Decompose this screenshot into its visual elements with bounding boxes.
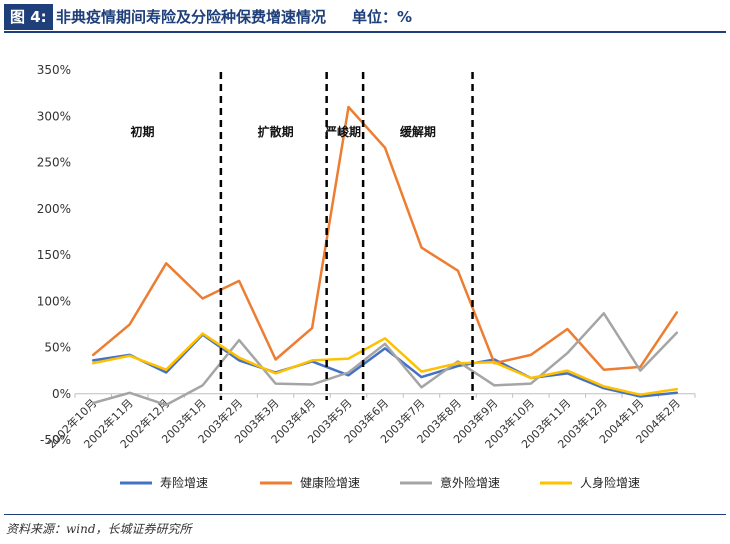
phase-label: 缓解期	[400, 124, 436, 139]
figure-header: 图 4: 非典疫情期间寿险及分险种保费增速情况 单位：%	[4, 4, 726, 30]
source-note: 资料来源：wind，长城证券研究所	[6, 522, 192, 536]
legend-label: 意外险增速	[440, 475, 500, 490]
phase-label: 扩散期	[258, 124, 294, 139]
y-tick-label: 150%	[37, 248, 71, 262]
series-line	[91, 312, 679, 407]
legend-label: 寿险增速	[160, 475, 208, 490]
y-tick-label: 50%	[44, 341, 71, 355]
phase-label: 初期	[130, 124, 154, 139]
y-tick-label: 300%	[37, 109, 71, 123]
figure-title: 非典疫情期间寿险及分险种保费增速情况 单位：%	[56, 4, 412, 30]
figure-label: 图 4:	[4, 4, 53, 30]
header-rule	[4, 31, 726, 33]
y-tick-label: 350%	[37, 63, 71, 77]
series-line	[91, 105, 679, 371]
figure-unit: 单位：%	[352, 8, 413, 26]
y-tick-label: 100%	[37, 294, 71, 308]
figure-title-text: 非典疫情期间寿险及分险种保费增速情况	[56, 8, 327, 26]
y-tick-label: 250%	[37, 156, 71, 170]
footer-rule	[4, 514, 726, 515]
y-tick-label: 0%	[52, 387, 71, 401]
series-line	[91, 332, 679, 396]
legend-label: 健康险增速	[300, 475, 360, 490]
y-tick-label: -50%	[40, 433, 71, 447]
y-tick-label: 200%	[37, 202, 71, 216]
legend-label: 人身险增速	[580, 475, 640, 490]
phase-label: 严峻期	[324, 124, 361, 139]
